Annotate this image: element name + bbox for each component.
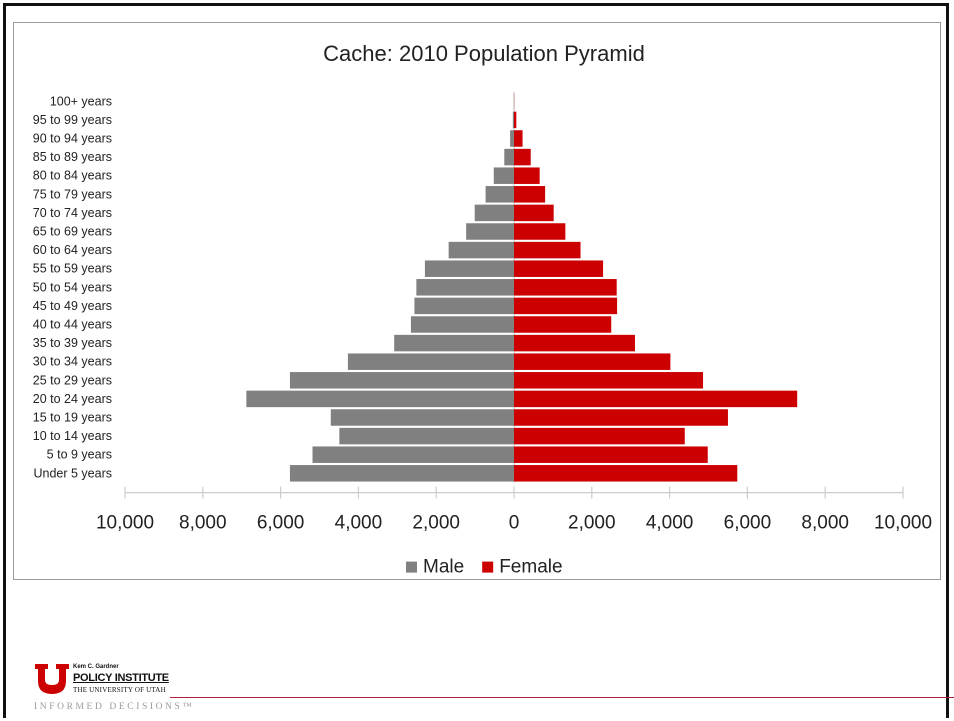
x-tick-label: 8,000 xyxy=(801,513,849,534)
category-label: 35 to 39 years xyxy=(33,336,112,350)
category-label: 95 to 99 years xyxy=(33,113,112,127)
male-bar xyxy=(474,204,514,222)
category-label: 75 to 79 years xyxy=(33,187,112,201)
female-bar xyxy=(514,204,554,222)
male-bar xyxy=(424,260,514,277)
female-bar xyxy=(514,446,708,463)
male-bar xyxy=(493,167,514,184)
male-bar xyxy=(416,279,514,296)
category-label: 90 to 94 years xyxy=(33,132,112,146)
university-u-logo-icon xyxy=(34,663,70,695)
male-bar xyxy=(512,111,514,129)
female-bar xyxy=(514,316,612,333)
category-label: 60 to 64 years xyxy=(33,243,112,257)
x-tick-label: 8,000 xyxy=(179,513,227,534)
female-bar xyxy=(514,167,540,184)
female-bar xyxy=(514,186,546,203)
female-bar xyxy=(514,279,617,296)
category-label: 20 to 24 years xyxy=(33,392,112,406)
category-label: 100+ years xyxy=(50,94,112,108)
male-bar xyxy=(289,465,514,482)
male-bar xyxy=(504,148,514,166)
slide-frame xyxy=(3,3,949,718)
male-bar xyxy=(485,186,514,203)
tagline: INFORMED DECISIONS™ xyxy=(34,702,195,712)
chart-title: Cache: 2010 Population Pyramid xyxy=(323,41,645,66)
x-tick-label: 0 xyxy=(509,513,520,534)
female-legend-label: Female xyxy=(499,557,562,578)
category-label: 85 to 89 years xyxy=(33,150,112,164)
male-bar xyxy=(330,409,514,426)
male-legend-label: Male xyxy=(423,557,464,578)
male-bar xyxy=(246,390,515,408)
institute-name: POLICY INSTITUTE xyxy=(73,672,169,684)
female-bar xyxy=(514,353,671,370)
female-bar xyxy=(514,223,566,240)
category-label: 70 to 74 years xyxy=(33,206,112,220)
female-legend-swatch xyxy=(482,561,494,573)
female-bar xyxy=(514,297,618,315)
female-bar xyxy=(514,260,604,277)
female-bar xyxy=(514,372,704,389)
female-bar xyxy=(514,390,798,408)
x-tick-label: 2,000 xyxy=(568,513,616,534)
footer-divider xyxy=(170,697,954,698)
male-bar xyxy=(414,297,514,315)
male-bar xyxy=(312,446,514,463)
category-label: 45 to 49 years xyxy=(33,299,112,313)
category-label: 5 to 9 years xyxy=(47,448,112,462)
category-label: 50 to 54 years xyxy=(33,280,112,294)
female-bar xyxy=(514,409,728,426)
female-bar xyxy=(514,111,517,129)
female-bar xyxy=(514,130,523,147)
male-bar xyxy=(466,223,514,240)
female-bar xyxy=(514,465,738,482)
category-label: 10 to 14 years xyxy=(33,429,112,443)
category-label: 80 to 84 years xyxy=(33,169,112,183)
chart-container: Cache: 2010 Population Pyramid 100+ years… xyxy=(13,22,941,580)
x-tick-label: 10,000 xyxy=(96,513,154,534)
x-tick-label: 4,000 xyxy=(335,513,383,534)
female-bar xyxy=(514,241,581,259)
x-tick-label: 4,000 xyxy=(646,513,694,534)
category-label: 15 to 19 years xyxy=(33,411,112,425)
female-bar xyxy=(514,427,685,445)
male-bar xyxy=(410,316,514,333)
female-bar xyxy=(514,148,531,166)
male-bar xyxy=(448,241,514,259)
male-bar xyxy=(289,372,514,389)
x-tick-label: 10,000 xyxy=(874,513,932,534)
category-label: 55 to 59 years xyxy=(33,262,112,276)
category-label: 40 to 44 years xyxy=(33,318,112,332)
category-label: Under 5 years xyxy=(33,466,112,480)
population-pyramid-chart: Cache: 2010 Population Pyramid 100+ years… xyxy=(33,41,932,578)
x-tick-label: 6,000 xyxy=(257,513,305,534)
category-label: 25 to 29 years xyxy=(33,373,112,387)
x-tick-label: 2,000 xyxy=(412,513,460,534)
category-label: 65 to 69 years xyxy=(33,225,112,239)
x-tick-label: 6,000 xyxy=(724,513,772,534)
male-bar xyxy=(510,130,514,147)
male-bar xyxy=(339,427,514,445)
male-legend-swatch xyxy=(406,561,417,573)
male-bar xyxy=(347,353,514,370)
female-bar xyxy=(514,334,635,352)
institute-small-text: Kem C. Gardner xyxy=(73,664,119,670)
university-name: THE UNIVERSITY OF UTAH xyxy=(73,686,166,694)
male-bar xyxy=(394,334,514,352)
category-label: 30 to 34 years xyxy=(33,355,112,369)
